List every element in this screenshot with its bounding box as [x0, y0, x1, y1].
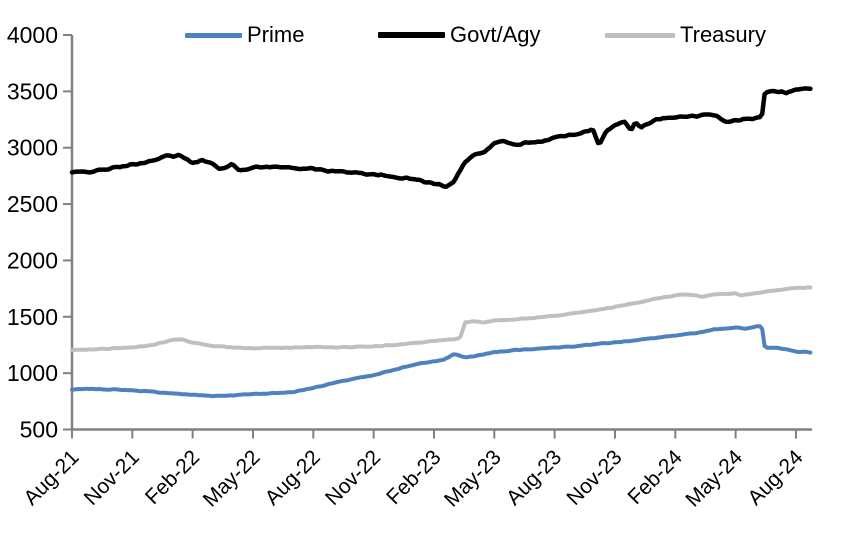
x-tick-label: Nov-22: [321, 446, 385, 510]
x-tick-label: Aug-24: [743, 446, 807, 510]
x-tick-label: Aug-22: [261, 446, 325, 510]
x-tick-label: Aug-23: [502, 446, 566, 510]
x-tick-label: May-24: [681, 446, 747, 512]
x-tick-label: Nov-23: [562, 446, 626, 510]
prime-series-line: [70, 324, 813, 399]
govt-agy-series-line: [69, 86, 813, 190]
y-tick-label: 2000: [7, 247, 58, 273]
x-tick-label: Aug-21: [19, 446, 83, 510]
y-tick-label: 3000: [7, 135, 58, 161]
y-tick-label: 3500: [7, 78, 58, 104]
treasury-series-line: [70, 285, 813, 352]
y-tick-label: 4000: [7, 22, 58, 48]
y-tick-label: 2500: [7, 191, 58, 217]
y-tick-label: 1000: [7, 360, 58, 386]
x-tick-label: Nov-21: [80, 446, 144, 510]
x-tick-label: Feb-24: [624, 446, 688, 510]
y-tick-label: 500: [20, 417, 58, 443]
x-tick-label: Feb-22: [141, 446, 204, 509]
y-tick-label: 1500: [7, 304, 58, 330]
x-tick-label: May-22: [199, 446, 265, 512]
x-tick-label: May-23: [440, 446, 506, 512]
x-tick-label: Feb-23: [382, 446, 445, 509]
